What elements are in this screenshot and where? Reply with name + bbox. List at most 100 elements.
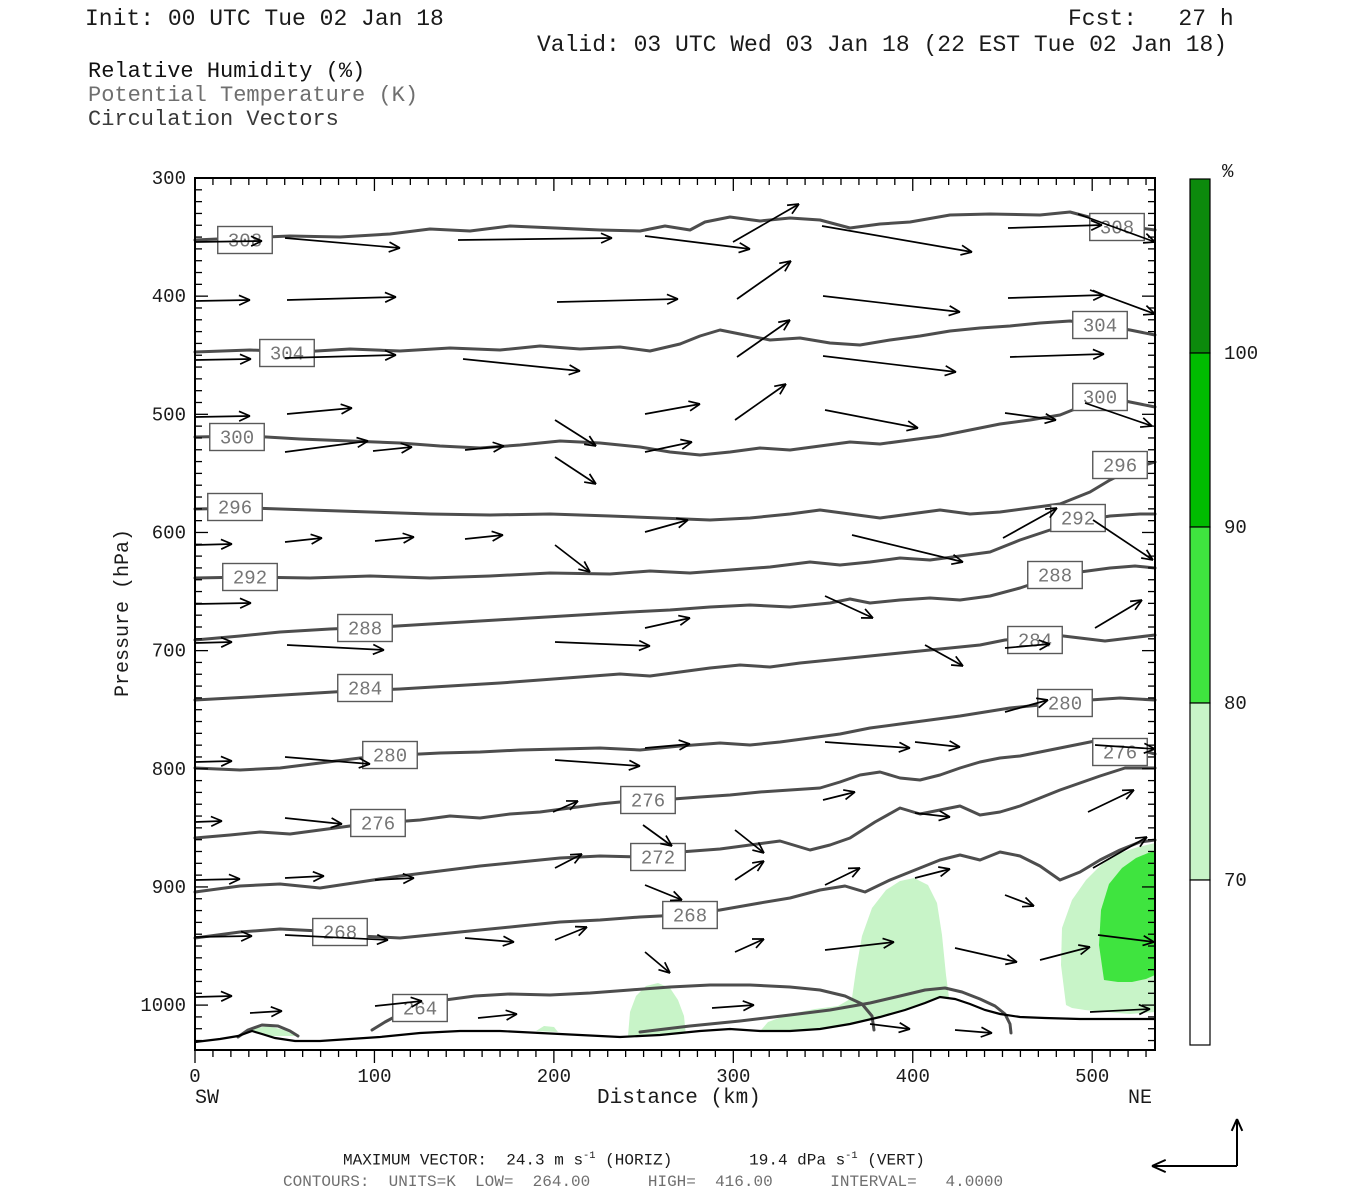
vector-shaft [194,299,251,302]
vector-arrow [1084,402,1153,428]
vector-arrow [642,824,673,847]
contour-label-box [209,422,265,452]
vector-arrow [194,235,263,247]
vector-arrow [1009,348,1105,361]
vector-shaft [284,875,325,879]
vector-arrow [372,442,413,454]
vector-head [569,800,579,811]
vector-head [940,868,951,878]
vector-arrow [194,873,241,885]
vector-shaft [554,641,651,647]
vector-head [1142,313,1156,316]
vector-head [898,747,911,753]
vector-head [239,353,252,360]
vector-shaft [734,829,765,854]
vector-shaft [642,824,673,847]
vector-head [676,517,689,521]
contour-label-box [337,613,393,643]
contour-label-box [1050,503,1106,533]
vector-head [493,445,505,453]
vector-arrow [552,800,579,813]
vector-arrow [284,237,401,253]
contours-caption: CONTOURS: UNITS=K LOW= 264.00 HIGH= 416.… [283,1173,1004,1191]
vector-head [778,319,791,324]
vector-arrow [644,400,701,415]
vector-head [388,247,401,253]
vector-head [372,643,385,651]
vector-shaft [954,947,1018,963]
contour-label-box [312,917,368,947]
vector-head [1151,1158,1167,1167]
vector-shaft [734,383,787,421]
x-axis-start-label: SW [195,1087,220,1110]
contour-line-300 [193,397,1157,457]
vector-head [220,641,233,648]
vector-arrow [554,639,651,652]
vector-head [228,878,241,885]
vector-head [1138,1003,1151,1010]
vector-head [312,870,325,877]
colorbar-tick-label: 90 [1224,517,1247,539]
vector-arrow [734,829,765,854]
contour-label-box [217,225,273,255]
vector-head [578,926,588,937]
contour-label-box [1072,382,1128,412]
vector-arrow [554,925,588,941]
vector-arrow [1004,894,1035,908]
vector-head [1049,507,1058,519]
vector-arrow [554,759,641,771]
vector-head [742,1000,755,1006]
vector-head [384,296,397,303]
vector-head [356,436,369,442]
vector-shaft [822,791,856,801]
vector-shaft [284,354,397,359]
vector-head [1078,944,1091,948]
x-tick-label: 500 [1075,1066,1109,1088]
vector-head [1230,1118,1238,1132]
contour-line-272 [193,766,1157,894]
contour-label-272: 272 [630,842,686,872]
contour-label-box [259,338,315,368]
vector-head [906,427,919,432]
vector-shaft [734,938,765,953]
contour-label-268: 268 [662,900,718,930]
vector-shaft [1092,519,1154,561]
vector-arrow [374,532,415,544]
vector-shaft [194,358,252,361]
vector-head [376,939,389,946]
contour-label-288: 288 [1027,560,1083,590]
vector-shaft [1004,412,1057,421]
x-axis-end-label: NE [1128,1087,1153,1110]
contour-line-292 [193,512,1157,580]
contour-label-text: 276 [631,791,665,813]
vector-head [743,1004,755,1012]
contour-line-296 [193,460,1157,522]
vector-arrow [194,815,223,828]
vector-shaft [644,743,691,749]
vector-shaft [1089,1008,1151,1013]
contour-label-box [620,785,676,815]
vector-head [1005,961,1018,966]
vector-head [403,536,415,544]
vector-head [673,890,683,901]
vector-head [389,241,401,249]
vector-arrow [732,203,800,243]
vector-shaft [644,403,701,415]
vector-shaft [554,544,591,573]
vector-head [938,816,951,822]
vector-arrow [736,319,791,358]
vector-head [1142,417,1153,427]
vector-head [882,937,895,943]
vector-head [238,294,251,301]
colorbar-units-label: % [1222,161,1234,183]
vector-head [784,260,792,272]
vector-shaft [914,812,951,818]
vector-shaft [284,237,401,249]
vector-head [341,407,353,415]
contour-label-box [630,842,686,872]
vector-shaft [924,644,964,667]
contour-label-304: 304 [259,338,315,368]
vector-head [220,636,233,643]
vector-shaft [824,867,861,886]
vector-arrow [1004,697,1049,713]
